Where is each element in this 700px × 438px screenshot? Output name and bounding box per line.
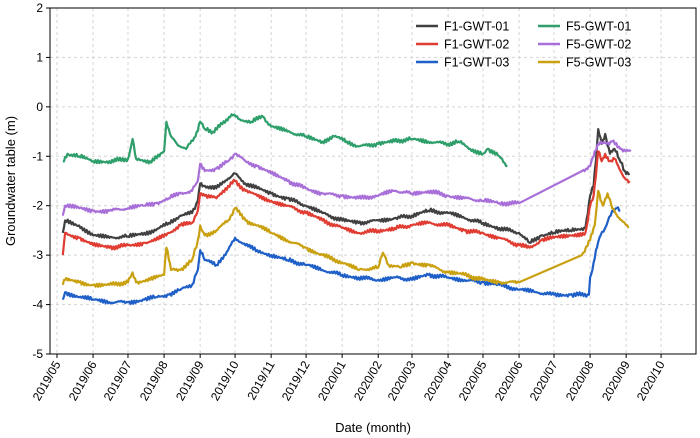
y-tick-label: -5 xyxy=(32,347,43,361)
legend-label: F1-GWT-03 xyxy=(444,56,509,70)
legend-label: F5-GWT-03 xyxy=(566,56,631,70)
y-tick-label: 1 xyxy=(36,50,43,64)
y-axis-title: Groundwater table (m) xyxy=(3,116,18,246)
plot-frame xyxy=(49,7,697,355)
y-tick-label: 2 xyxy=(36,1,43,15)
legend-label: F5-GWT-01 xyxy=(566,20,631,34)
y-tick-label: -4 xyxy=(32,298,43,312)
y-tick-label: 0 xyxy=(36,100,43,114)
series-line-f5-gwt-03 xyxy=(61,189,630,288)
series-line-f1-gwt-01 xyxy=(61,128,631,244)
legend-label: F1-GWT-02 xyxy=(444,38,509,52)
series-line-f5-gwt-02 xyxy=(61,139,632,216)
series-line-f5-gwt-01 xyxy=(62,113,508,168)
legend-label: F5-GWT-02 xyxy=(566,38,631,52)
series-line-f1-gwt-03 xyxy=(61,206,621,306)
legend: F1-GWT-01 F1-GWT-02 F1-GWT-03 F5-GWT-01 F5-G… xyxy=(416,20,631,70)
x-axis-title: Date (month) xyxy=(335,420,411,435)
y-tick-label: -2 xyxy=(32,199,43,213)
series-lines xyxy=(61,113,632,306)
legend-label: F1-GWT-01 xyxy=(444,20,509,34)
y-tick-label: -3 xyxy=(32,248,43,262)
series-line-f1-gwt-02 xyxy=(61,150,631,256)
y-tick-label: -1 xyxy=(32,149,43,163)
